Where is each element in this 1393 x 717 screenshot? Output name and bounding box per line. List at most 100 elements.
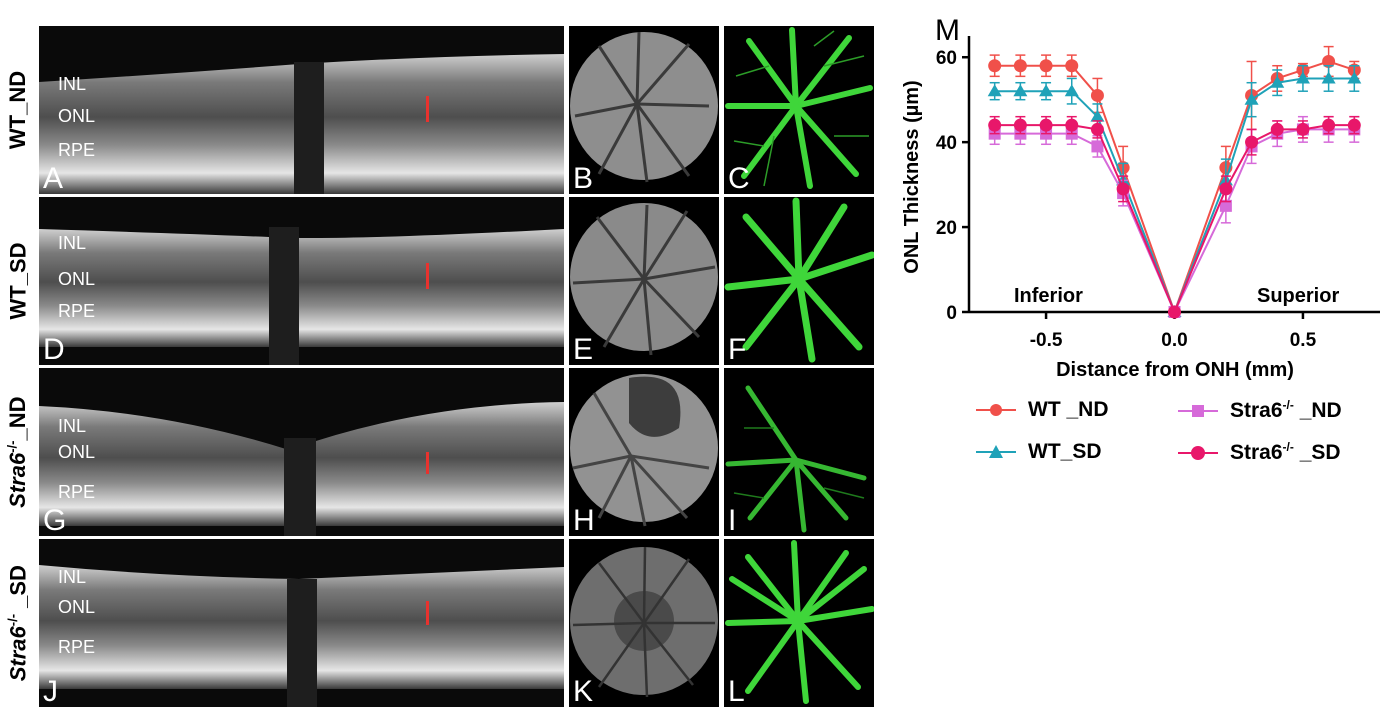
legend-item-stra6-sd: Stra6-/- _SD	[1178, 440, 1341, 465]
legend-item-wt-sd: WT_SD	[976, 440, 1102, 464]
data-point	[1090, 88, 1104, 102]
fluorescein-angiography-panel: F	[724, 197, 874, 365]
panel-letter: A	[43, 162, 64, 194]
data-point	[988, 118, 1002, 132]
fundus-image	[570, 546, 718, 698]
data-point	[1321, 71, 1336, 84]
data-point	[1244, 92, 1259, 105]
x-axis-label: Distance from ONH (mm)	[1056, 359, 1294, 381]
oct-retina-image	[39, 54, 564, 194]
layer-label-inl: INL	[58, 233, 87, 253]
data-point	[1065, 59, 1079, 73]
row-label-stra6-sd: Stra6-/- _SD	[0, 539, 36, 707]
data-point	[1039, 84, 1054, 97]
data-point	[1039, 59, 1053, 73]
annotation-superior: Superior	[1257, 285, 1339, 307]
angiography-image	[725, 27, 873, 189]
fluorescein-angiography-panel: C	[724, 26, 874, 194]
oct-scan-panel: INL ONL RPE D	[39, 197, 564, 365]
onl-thickness-marker	[426, 601, 429, 625]
data-point	[1219, 199, 1232, 212]
data-point	[1013, 118, 1027, 132]
series-1	[987, 64, 1362, 317]
panel-letter: K	[573, 675, 594, 707]
data-point	[1064, 84, 1079, 97]
oct-scan-panel: INL ONL RPE A	[39, 26, 564, 194]
data-point	[1322, 54, 1336, 68]
fundus-image	[570, 203, 718, 356]
panel-letter: H	[573, 504, 595, 536]
data-point	[1347, 71, 1362, 84]
data-point	[987, 84, 1002, 97]
series-line	[994, 77, 1355, 315]
fluorescein-angiography-panel: L	[724, 539, 874, 707]
y-tick-label: 60	[936, 48, 957, 69]
data-point	[1116, 182, 1130, 196]
panel-letter: B	[573, 162, 594, 194]
layer-label-rpe: RPE	[58, 482, 96, 502]
series-0	[988, 45, 1361, 319]
data-point	[1039, 118, 1053, 132]
layer-label-inl: INL	[58, 567, 87, 587]
data-point	[1168, 305, 1181, 319]
legend-item-wt-nd: WT _ND	[976, 398, 1109, 422]
annotation-inferior: Inferior	[1014, 285, 1083, 307]
panel-letter: C	[728, 162, 750, 194]
onl-thickness-marker	[426, 96, 429, 122]
y-axis-label: ONL Thickness (µm)	[901, 80, 923, 273]
legend-label: WT _ND	[1028, 398, 1109, 421]
data-point	[1322, 118, 1336, 132]
oct-retina-image	[39, 402, 564, 536]
panel-letter: D	[43, 333, 65, 365]
data-point	[1270, 75, 1285, 88]
data-point	[1013, 59, 1027, 73]
angiography-image	[725, 540, 874, 704]
panel-letter: E	[573, 333, 594, 365]
y-tick-label: 0	[946, 303, 957, 324]
legend-item-stra6-nd: Stra6-/- _ND	[1178, 398, 1342, 423]
data-point	[1065, 118, 1079, 132]
data-point	[1090, 122, 1104, 136]
row-label-wt-sd: WT_SD	[0, 197, 36, 365]
layer-label-rpe: RPE	[58, 637, 96, 657]
layer-label-inl: INL	[58, 74, 87, 94]
data-point	[1295, 71, 1310, 84]
layer-label-onl: ONL	[58, 597, 96, 617]
data-point	[1347, 118, 1361, 132]
fundus-image	[570, 374, 718, 527]
row-label-stra6-nd: Stra6-/-_ND	[0, 368, 36, 536]
angiography-image	[725, 385, 867, 533]
data-point	[988, 59, 1002, 73]
data-point	[1090, 109, 1105, 122]
data-point	[1296, 122, 1310, 136]
oct-scan-panel: INL ONL RPE J	[39, 539, 564, 707]
oct-retina-image	[39, 565, 564, 707]
legend-label: WT_SD	[1028, 440, 1102, 463]
legend-marker-circle-icon	[1178, 445, 1218, 460]
layer-label-onl: ONL	[58, 269, 96, 289]
angiography-image	[724, 197, 874, 363]
data-point	[1245, 135, 1259, 149]
panel-letter: G	[43, 504, 67, 536]
legend-label: Stra6-/- _SD	[1230, 440, 1341, 464]
row-label-text: Stra6-/- _SD	[4, 564, 31, 682]
layer-label-onl: ONL	[58, 106, 96, 126]
legend-label: Stra6-/- _ND	[1230, 398, 1342, 422]
onl-thickness-marker	[426, 452, 429, 474]
legend-marker-square-icon	[1178, 404, 1218, 417]
layer-label-inl: INL	[58, 416, 87, 436]
panel-letter: J	[43, 675, 58, 707]
row-label-text: WT_SD	[5, 242, 30, 320]
data-point	[1013, 84, 1028, 97]
oct-retina-image	[39, 227, 564, 365]
panel-letter: F	[728, 333, 747, 365]
legend-marker-circle-icon	[976, 404, 1016, 416]
y-tick-label: 20	[936, 218, 957, 239]
panel-letter-m: M	[935, 14, 960, 47]
x-tick-label: -0.5	[1030, 330, 1063, 351]
fundus-autofluorescence-panel: H	[569, 368, 719, 536]
onl-thickness-marker	[426, 263, 429, 289]
layer-label-rpe: RPE	[58, 140, 96, 160]
x-tick-label: 0.0	[1161, 330, 1187, 351]
